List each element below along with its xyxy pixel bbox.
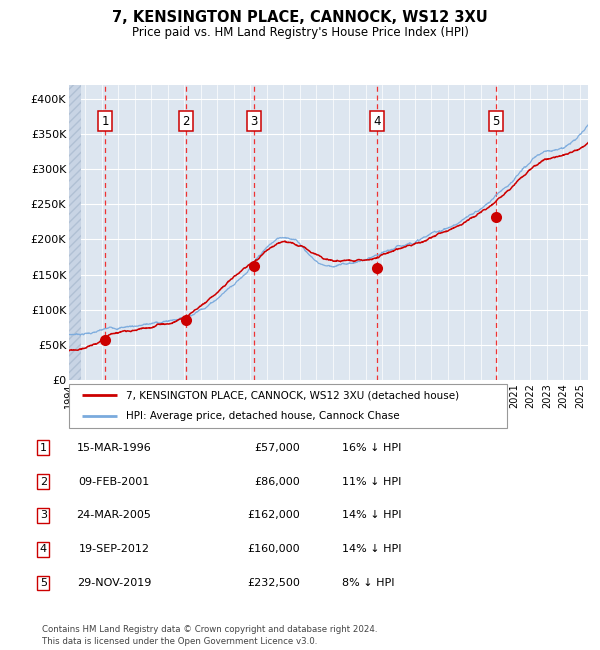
Text: 4: 4 — [374, 114, 381, 127]
Text: 15-MAR-1996: 15-MAR-1996 — [77, 443, 151, 453]
Text: £86,000: £86,000 — [254, 476, 300, 487]
Text: Price paid vs. HM Land Registry's House Price Index (HPI): Price paid vs. HM Land Registry's House … — [131, 26, 469, 39]
Text: 09-FEB-2001: 09-FEB-2001 — [79, 476, 149, 487]
Text: £160,000: £160,000 — [247, 544, 300, 554]
Text: 11% ↓ HPI: 11% ↓ HPI — [342, 476, 401, 487]
Text: Contains HM Land Registry data © Crown copyright and database right 2024.: Contains HM Land Registry data © Crown c… — [42, 625, 377, 634]
Text: £232,500: £232,500 — [247, 578, 300, 588]
Text: 14% ↓ HPI: 14% ↓ HPI — [342, 544, 401, 554]
Text: 5: 5 — [492, 114, 500, 127]
FancyBboxPatch shape — [69, 384, 507, 428]
Text: 2: 2 — [182, 114, 190, 127]
Text: 5: 5 — [40, 578, 47, 588]
Text: £162,000: £162,000 — [247, 510, 300, 521]
Text: HPI: Average price, detached house, Cannock Chase: HPI: Average price, detached house, Cann… — [126, 411, 400, 421]
Text: 16% ↓ HPI: 16% ↓ HPI — [342, 443, 401, 453]
Text: 24-MAR-2005: 24-MAR-2005 — [77, 510, 151, 521]
Bar — [69, 84, 80, 380]
Text: 3: 3 — [40, 510, 47, 521]
Text: This data is licensed under the Open Government Licence v3.0.: This data is licensed under the Open Gov… — [42, 636, 317, 645]
Text: 3: 3 — [250, 114, 258, 127]
Text: £57,000: £57,000 — [254, 443, 300, 453]
Text: 19-SEP-2012: 19-SEP-2012 — [79, 544, 149, 554]
Text: 1: 1 — [40, 443, 47, 453]
Text: 1: 1 — [101, 114, 109, 127]
Text: 2: 2 — [40, 476, 47, 487]
Text: 4: 4 — [40, 544, 47, 554]
Text: 29-NOV-2019: 29-NOV-2019 — [77, 578, 151, 588]
Text: 8% ↓ HPI: 8% ↓ HPI — [342, 578, 395, 588]
Text: 7, KENSINGTON PLACE, CANNOCK, WS12 3XU: 7, KENSINGTON PLACE, CANNOCK, WS12 3XU — [112, 10, 488, 25]
Text: 14% ↓ HPI: 14% ↓ HPI — [342, 510, 401, 521]
Text: 7, KENSINGTON PLACE, CANNOCK, WS12 3XU (detached house): 7, KENSINGTON PLACE, CANNOCK, WS12 3XU (… — [126, 391, 459, 400]
